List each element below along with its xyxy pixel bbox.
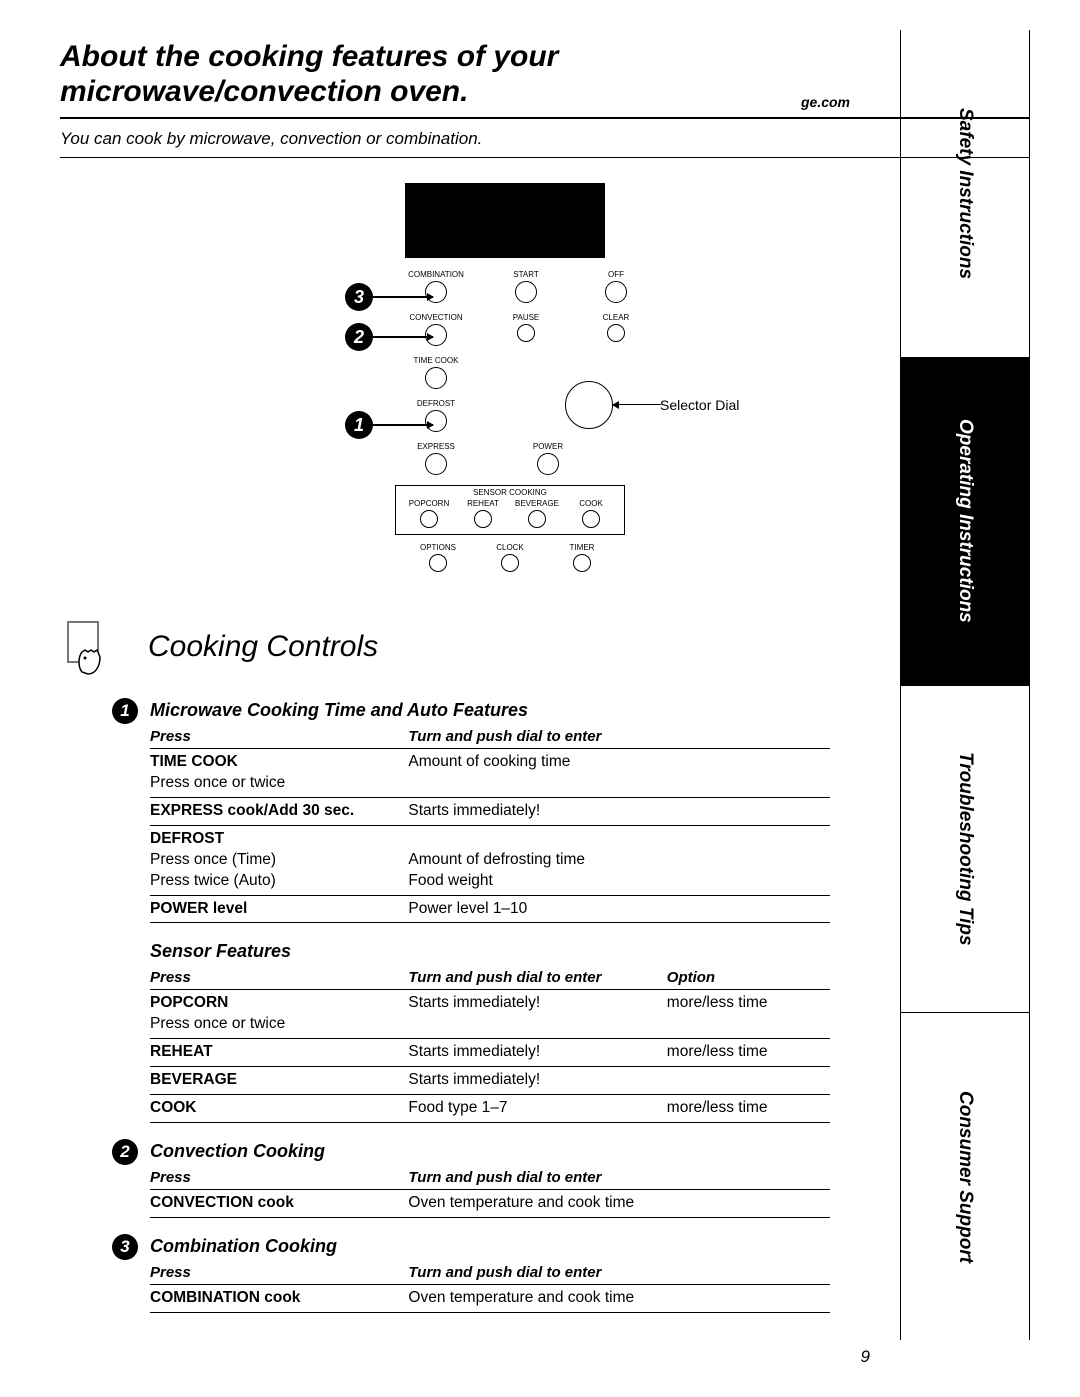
hand-icon [60,612,130,682]
sidebar-tabs: Safety Instructions Operating Instructio… [900,30,1030,1340]
callout-1: 1 [345,411,373,439]
table-row: COOKFood type 1–7more/less time [150,1095,830,1123]
dial-label: Selector Dial [660,397,739,413]
section-title: Cooking Controls [148,630,378,664]
divider [60,157,1030,158]
table-title: Combination Cooking [150,1236,830,1257]
btn-convection: Convection [405,313,467,346]
btn-reheat: Reheat [458,499,508,528]
table-title: Sensor Features [150,941,830,962]
table-microwave: 1 Microwave Cooking Time and Auto Featur… [150,700,830,923]
table-title: Microwave Cooking Time and Auto Features [150,700,830,721]
table-row: POPCORNPress once or twiceStarts immedia… [150,990,830,1039]
btn-clock: Clock [485,543,535,572]
sidebar-safety[interactable]: Safety Instructions [901,30,1029,358]
title-line2: microwave/convection oven. [60,75,468,108]
table-row: CONVECTION cookOven temperature and cook… [150,1190,830,1218]
selector-dial [565,381,613,429]
sensor-cooking-box: Sensor Cooking Popcorn Reheat Beverage C… [395,485,625,535]
table-num-3: 3 [112,1234,138,1260]
callout-3: 3 [345,283,373,311]
control-panel-diagram: 3 2 1 Combination Start Off Convection P… [60,183,1030,572]
panel-display [405,183,605,258]
btn-express: Express [405,442,467,475]
sidebar-consumer[interactable]: Consumer Support [901,1013,1029,1340]
section-header: Cooking Controls [60,612,1030,682]
page-subtitle: You can cook by microwave, convection or… [60,129,1030,149]
brand-url: ge.com [801,94,850,110]
btn-beverage: Beverage [512,499,562,528]
btn-off: Off [585,270,647,303]
btn-timer: Timer [557,543,607,572]
page-number: 9 [861,1347,870,1367]
table-row: DEFROSTPress once (Time)Press twice (Aut… [150,825,830,895]
callout-arrow [373,424,433,426]
table-num-2: 2 [112,1139,138,1165]
sidebar-operating[interactable]: Operating Instructions [901,358,1029,686]
dial-arrow [613,404,661,405]
table-num-1: 1 [112,698,138,724]
table-row: REHEATStarts immediately!more/less time [150,1039,830,1067]
btn-clear: Clear [585,313,647,342]
callout-2: 2 [345,323,373,351]
btn-popcorn: Popcorn [404,499,454,528]
callout-arrow [373,296,433,298]
btn-start: Start [495,270,557,303]
table-sensor: Sensor Features PressTurn and push dial … [150,941,830,1123]
table-combination: 3 Combination Cooking PressTurn and push… [150,1236,830,1313]
table-row: EXPRESS cook/Add 30 sec.Starts immediate… [150,797,830,825]
btn-pause: Pause [495,313,557,342]
callout-arrow [373,336,433,338]
btn-cook: Cook [566,499,616,528]
table-row: COMBINATION cookOven temperature and coo… [150,1284,830,1312]
table-row: POWER levelPower level 1–10 [150,895,830,923]
table-convection: 2 Convection Cooking PressTurn and push … [150,1141,830,1218]
table-title: Convection Cooking [150,1141,830,1162]
sidebar-troubleshooting[interactable]: Troubleshooting Tips [901,686,1029,1014]
page-title: About the cooking features of your micro… [60,40,1030,109]
btn-defrost: Defrost [405,399,467,432]
table-row: BEVERAGEStarts immediately! [150,1067,830,1095]
table-row: TIME COOKPress once or twiceAmount of co… [150,749,830,798]
title-line1: About the cooking features of your [60,40,558,73]
page-header: About the cooking features of your micro… [60,40,1030,119]
btn-combination: Combination [405,270,467,303]
btn-options: Options [413,543,463,572]
btn-timecook: Time Cook [405,356,467,389]
btn-power: Power [517,442,579,475]
